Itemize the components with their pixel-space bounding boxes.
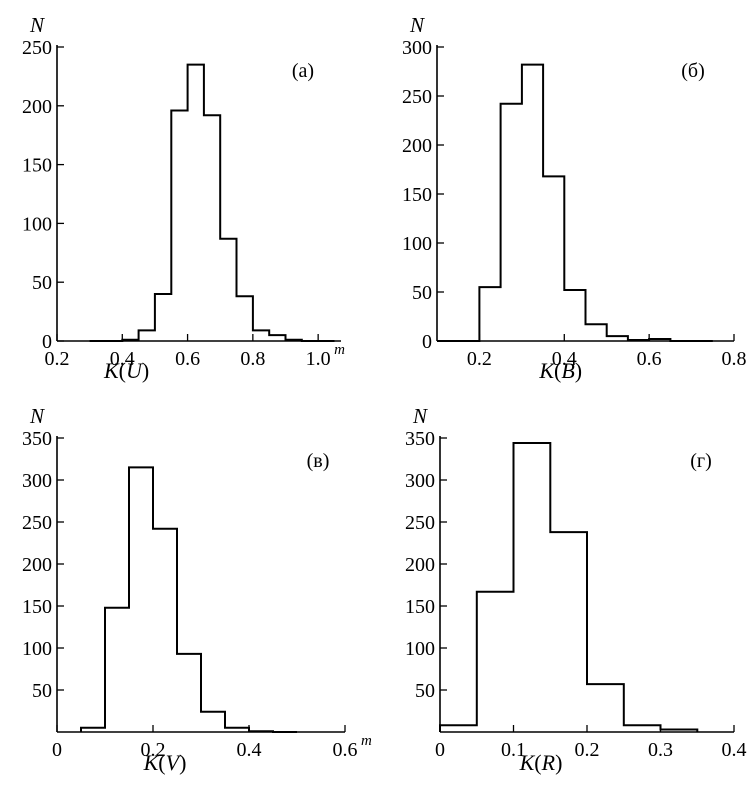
y-tick-label: 50	[412, 282, 432, 304]
x-tick-label: 0.2	[45, 348, 70, 370]
y-tick-label: 50	[415, 680, 435, 702]
panel-label: (а)	[292, 60, 314, 82]
histogram-panel-1: 0 50 100 150 200 250 0.2 0.4 0.6 0.8 1.0 m N K(U) (а)	[22, 13, 345, 383]
x-tick-label: 0.6	[175, 348, 200, 370]
y-tick-label: 100	[22, 213, 52, 235]
y-tick-label: 150	[22, 596, 52, 618]
y-tick-label: 200	[405, 554, 435, 576]
x-tick-label: 0.3	[648, 739, 673, 761]
histogram-bin	[220, 239, 236, 341]
x-tick-label: 0.8	[722, 348, 747, 370]
x-unit-superscript: m	[334, 342, 345, 358]
y-tick-label: 150	[405, 596, 435, 618]
histogram-bin	[188, 65, 204, 341]
histogram-bin	[501, 104, 522, 341]
histogram-bin	[129, 467, 153, 732]
panel-label: (в)	[307, 450, 330, 472]
y-tick-label: 250	[402, 86, 432, 108]
y-tick-label: 250	[22, 37, 52, 59]
y-tick-label: 350	[22, 428, 52, 450]
histogram-bin	[543, 176, 564, 341]
y-tick-label: 300	[22, 470, 52, 492]
x-axis-label: K(R)	[519, 750, 563, 775]
histogram-bin	[253, 330, 269, 341]
x-tick-label: 0.4	[552, 348, 577, 370]
histogram-bin	[171, 111, 187, 341]
histogram-outline	[80, 466, 297, 733]
histogram-bin	[479, 287, 500, 341]
histogram-bin	[237, 296, 253, 341]
x-tick-label: 0.4	[110, 348, 135, 370]
x-tick-label: 0.6	[333, 739, 358, 761]
panel-label: (б)	[681, 60, 705, 82]
x-tick-label: 0.2	[575, 739, 600, 761]
y-axis-label: N	[29, 404, 45, 428]
x-tick-label: 0	[435, 739, 445, 761]
y-tick-label: 100	[22, 638, 52, 660]
y-tick-label: 300	[402, 37, 432, 59]
y-tick-label: 300	[405, 470, 435, 492]
x-tick-label: 0.2	[467, 348, 492, 370]
histogram-outline	[439, 442, 699, 732]
panel-label: (г)	[690, 450, 712, 472]
y-tick-label: 200	[22, 96, 52, 118]
x-axis-label: K(B)	[538, 358, 582, 383]
histogram-bin	[564, 290, 585, 341]
histogram-bin	[550, 532, 587, 732]
histogram-bin	[155, 294, 171, 341]
x-axis-label: K(V)	[143, 750, 187, 775]
histogram-outline	[89, 63, 335, 342]
y-tick-label: 200	[22, 554, 52, 576]
y-tick-label: 250	[22, 512, 52, 534]
y-tick-label: 150	[402, 184, 432, 206]
x-tick-label: 0.1	[501, 739, 526, 761]
x-tick-label: 1.0	[306, 348, 331, 370]
histogram-bin	[177, 654, 201, 732]
x-tick-label: 0.8	[240, 348, 265, 370]
y-tick-label: 150	[22, 155, 52, 177]
y-tick-label: 250	[405, 512, 435, 534]
y-tick-label: 50	[32, 680, 52, 702]
x-tick-label: 0.2	[141, 739, 166, 761]
histogram-bin	[201, 712, 225, 732]
x-unit-superscript: m	[361, 733, 372, 749]
x-tick-label: 0.4	[722, 739, 747, 761]
y-axis-label: N	[409, 13, 425, 37]
histogram-bin	[153, 529, 177, 732]
y-tick-label: 50	[32, 272, 52, 294]
x-tick-label: 0.6	[637, 348, 662, 370]
x-axis-label: K(U)	[103, 358, 149, 383]
y-tick-label: 100	[405, 638, 435, 660]
y-axis-label: N	[29, 13, 45, 37]
histogram-bin	[105, 608, 129, 732]
histogram-bin	[514, 443, 551, 732]
histogram-outline	[437, 63, 713, 342]
y-tick-label: 0	[422, 331, 432, 353]
y-tick-label: 350	[405, 428, 435, 450]
y-tick-label: 200	[402, 135, 432, 157]
y-axis-label: N	[412, 404, 428, 428]
histogram-bin	[477, 592, 514, 732]
y-tick-label: 0	[42, 331, 52, 353]
histogram-bin	[204, 115, 220, 341]
histogram-panel-3: 50 100 150 200 250 300 350 0 0.2 0.4 0.6 m N K(V) (в)	[22, 404, 372, 775]
histogram-panel-4: 5010015020025030035000.10.20.30.4mNK(R)(…	[405, 404, 747, 775]
histogram-bin	[586, 324, 607, 341]
histogram-bin	[587, 684, 624, 732]
histogram-bin	[522, 65, 543, 341]
y-tick-label: 100	[402, 233, 432, 255]
x-tick-label: 0.4	[237, 739, 262, 761]
x-tick-label: 0	[52, 739, 62, 761]
histogram-bin	[139, 330, 155, 341]
